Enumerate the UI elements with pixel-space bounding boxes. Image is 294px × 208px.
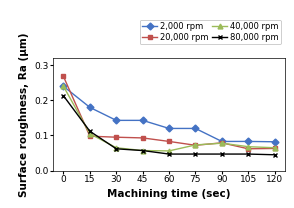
2,000 rpm xyxy=(220,140,224,143)
2,000 rpm xyxy=(62,85,65,88)
80,000 rpm xyxy=(273,154,276,156)
20,000 rpm xyxy=(246,147,250,150)
40,000 rpm xyxy=(246,145,250,148)
2,000 rpm xyxy=(167,127,171,130)
20,000 rpm xyxy=(194,144,197,147)
2,000 rpm xyxy=(114,119,118,122)
Legend: 2,000 rpm, 20,000 rpm, 40,000 rpm, 80,000 rpm: 2,000 rpm, 20,000 rpm, 40,000 rpm, 80,00… xyxy=(140,20,281,44)
Line: 20,000 rpm: 20,000 rpm xyxy=(61,74,277,151)
80,000 rpm xyxy=(88,130,92,132)
2,000 rpm xyxy=(273,141,276,143)
80,000 rpm xyxy=(220,153,224,155)
80,000 rpm xyxy=(167,153,171,155)
20,000 rpm xyxy=(62,75,65,78)
40,000 rpm xyxy=(141,149,144,152)
20,000 rpm xyxy=(220,142,224,144)
40,000 rpm xyxy=(62,85,65,88)
Line: 40,000 rpm: 40,000 rpm xyxy=(61,84,277,153)
40,000 rpm xyxy=(114,146,118,149)
80,000 rpm xyxy=(141,149,144,152)
40,000 rpm xyxy=(273,146,276,149)
40,000 rpm xyxy=(88,132,92,135)
20,000 rpm xyxy=(273,147,276,150)
80,000 rpm xyxy=(114,147,118,150)
20,000 rpm xyxy=(141,137,144,139)
2,000 rpm xyxy=(246,140,250,143)
40,000 rpm xyxy=(220,142,224,144)
80,000 rpm xyxy=(246,153,250,155)
2,000 rpm xyxy=(88,106,92,109)
20,000 rpm xyxy=(167,140,171,143)
20,000 rpm xyxy=(88,135,92,137)
2,000 rpm xyxy=(141,119,144,122)
Y-axis label: Surface roughness, Ra (μm): Surface roughness, Ra (μm) xyxy=(19,32,29,197)
80,000 rpm xyxy=(194,153,197,155)
20,000 rpm xyxy=(114,136,118,139)
2,000 rpm xyxy=(194,127,197,130)
40,000 rpm xyxy=(167,150,171,152)
40,000 rpm xyxy=(194,144,197,146)
Line: 2,000 rpm: 2,000 rpm xyxy=(61,84,277,144)
X-axis label: Machining time (sec): Machining time (sec) xyxy=(107,189,231,199)
Line: 80,000 rpm: 80,000 rpm xyxy=(61,93,277,157)
80,000 rpm xyxy=(62,95,65,97)
